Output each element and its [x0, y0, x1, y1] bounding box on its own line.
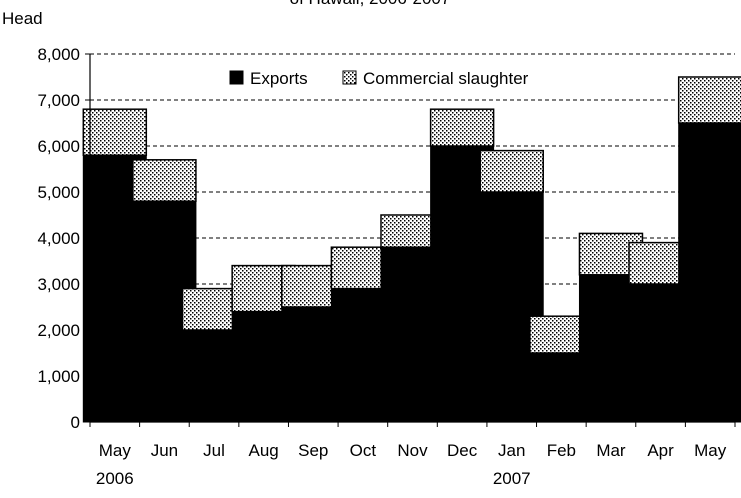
- x-tick-label: Dec: [447, 441, 478, 460]
- x-tick-label: Nov: [397, 441, 428, 460]
- x-tick-label: Aug: [249, 441, 279, 460]
- chart-title: of Hawaii, 2006-2007: [290, 0, 451, 8]
- bar-commercial-slaughter: [677, 76, 741, 124]
- bar-commercial-slaughter: [132, 159, 197, 202]
- bar-commercial-slaughter: [479, 149, 544, 193]
- y-tick-label: 0: [71, 413, 80, 432]
- bar-commercial-slaughter: [429, 108, 495, 147]
- year-label: 2006: [96, 469, 134, 488]
- y-tick-label: 5,000: [37, 183, 80, 202]
- x-tick-label: May: [694, 441, 727, 460]
- y-tick-label: 2,000: [37, 321, 80, 340]
- y-tick-label: 8,000: [37, 45, 80, 64]
- y-tick-label: 6,000: [37, 137, 80, 156]
- y-tick-label: 4,000: [37, 229, 80, 248]
- x-tick-label: Jun: [151, 441, 178, 460]
- x-tick-label: Jan: [498, 441, 525, 460]
- y-tick-label: 1,000: [37, 367, 80, 386]
- y-axis-label: Head: [2, 9, 43, 28]
- y-tick-label: 7,000: [37, 91, 80, 110]
- x-tick-label: Apr: [647, 441, 674, 460]
- x-tick-label: Sep: [298, 441, 328, 460]
- year-label: 2007: [493, 469, 531, 488]
- legend-label-exports: Exports: [250, 69, 308, 88]
- x-tick-label: Jul: [203, 441, 225, 460]
- x-tick-label: Feb: [547, 441, 576, 460]
- x-tick-label: Mar: [596, 441, 626, 460]
- y-tick-label: 3,000: [37, 275, 80, 294]
- legend-label-commercial-slaughter: Commercial slaughter: [363, 69, 529, 88]
- bar-exports: [678, 122, 741, 423]
- legend-swatch-exports: [229, 70, 244, 85]
- x-tick-label: Oct: [350, 441, 377, 460]
- plot-area: 0 1,000 2,000 3,000 4,000 5,000 6,000 7,000 8,00…: [37, 45, 741, 488]
- legend-swatch-commercial-slaughter: [342, 70, 357, 85]
- bar-commercial-slaughter: [82, 108, 148, 156]
- x-tick-label: May: [99, 441, 132, 460]
